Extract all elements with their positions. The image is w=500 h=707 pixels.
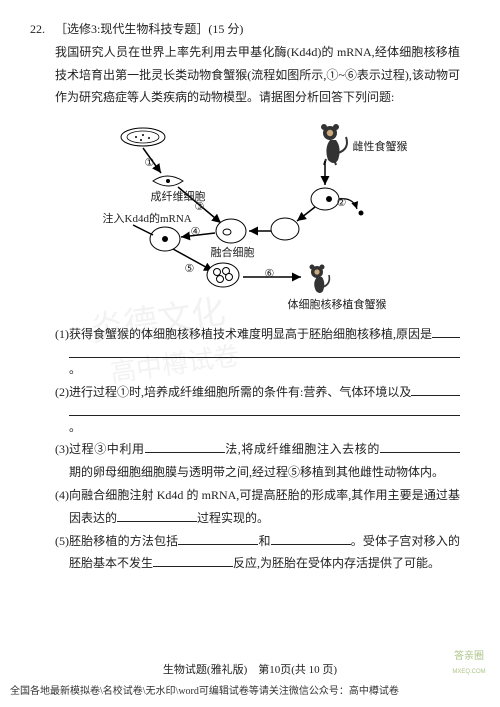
step-mark-6: ⑥ xyxy=(265,264,275,285)
bottom-note: 全国各地最新模拟卷\名校试卷\无水印\word可编辑试卷等请关注微信公众号：高中… xyxy=(10,682,399,701)
subq5-text-d: 反应,为胚胎在受体内存活提供了可能。 xyxy=(233,556,440,570)
label-offspring: 体细胞核移植食蟹猴 xyxy=(288,295,387,316)
subq2-label: (2) xyxy=(55,381,69,439)
page-footer: 生物试题(雅礼版) 第10页(共 10 页) xyxy=(0,660,500,681)
subq4-label: (4) xyxy=(55,484,69,530)
step-mark-5: ⑤ xyxy=(185,259,195,280)
label-inject-mrna: 注入Kd4d的mRNA xyxy=(103,209,192,230)
procedure-diagram: 雌性食蟹猴 成纤维细胞 注入Kd4d的mRNA 融合细胞 体细胞核移植食蟹猴 ①… xyxy=(103,115,413,315)
blank xyxy=(380,441,460,453)
subq-3: (3) 过程③中利用 法,将成纤维细胞注入去核的期的卵母细胞细胞膜与透明带之间,经… xyxy=(55,438,460,484)
subq-4: (4) 向融合细胞注射 Kd4d 的 mRNA,可提高胚胎的形成率,其作用主要是… xyxy=(55,484,460,530)
question-number: 22. xyxy=(30,18,45,41)
subq5-text-a: 胚胎移植的方法包括 xyxy=(69,534,178,548)
blank xyxy=(153,555,233,567)
subq-5: (5) 胚胎移植的方法包括和。受体子宫对移入的胚胎基本不发生反应,为胚胎在受体内… xyxy=(55,530,460,576)
intro-paragraph: 我国研究人员在世界上率先利用去甲基化酶(Kd4d)的 mRNA,经体细胞核移植技… xyxy=(55,41,460,109)
subq1-text: 获得食蟹猴的体细胞核移植技术难度明显高于胚胎细胞核移植,原因是 xyxy=(69,323,432,346)
blank-line xyxy=(69,346,460,358)
svg-text:答亲圈: 答亲圈 xyxy=(454,649,484,662)
question-heading: ［选修3:现代生物科技专题］(15 分) xyxy=(55,18,460,41)
subq3-text-a: 过程③中利用 xyxy=(69,442,145,456)
blank xyxy=(117,510,197,522)
blank xyxy=(432,326,460,338)
subq3-text-c: 期的卵母细胞细胞膜与透明带之间,经过程⑤移植到其他雌性动物体内。 xyxy=(69,465,444,479)
label-female-monkey: 雌性食蟹猴 xyxy=(353,137,408,158)
subq2-text: 进行过程①时,培养成纤维细胞所需的条件有:营养、气体环境以及 xyxy=(69,381,411,404)
blank xyxy=(145,441,225,453)
subq-2: (2) 进行过程①时,培养成纤维细胞所需的条件有:营养、气体环境以及 。 xyxy=(55,381,460,439)
step-mark-1: ① xyxy=(145,153,155,174)
exam-page: 22. ［选修3:现代生物科技专题］(15 分) 我国研究人员在世界上率先利用去… xyxy=(0,0,500,707)
step-mark-4: ④ xyxy=(191,222,201,243)
subq4-text-b: 过程实现的。 xyxy=(197,511,269,525)
blank xyxy=(271,533,351,545)
subq3-text-b: 法,将成纤维细胞注入去核的 xyxy=(225,442,380,456)
blank-line xyxy=(69,404,460,416)
subq3-label: (3) xyxy=(55,438,69,484)
step-mark-3: ③ xyxy=(195,197,205,218)
svg-text:MXEQ.COM: MXEQ.COM xyxy=(452,669,485,675)
subq1-label: (1) xyxy=(55,323,69,381)
subq5-label: (5) xyxy=(55,530,69,576)
corner-logo: 答亲圈 MXEQ.COM xyxy=(448,643,490,685)
step-mark-2: ② xyxy=(337,193,347,214)
label-fusion-cell: 融合细胞 xyxy=(211,243,255,264)
blank xyxy=(178,533,258,545)
blank xyxy=(411,384,460,396)
subq-1: (1) 获得食蟹猴的体细胞核移植技术难度明显高于胚胎细胞核移植,原因是 。 xyxy=(55,323,460,381)
subq5-text-b: 和 xyxy=(258,534,270,548)
